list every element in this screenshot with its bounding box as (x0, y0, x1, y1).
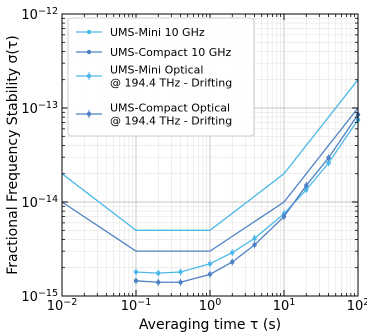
y-tick-label: 10−13 (21, 100, 58, 117)
legend-label-1: UMS-Mini 10 GHz (110, 26, 205, 39)
series-3-point (326, 160, 331, 166)
series-4-point (178, 280, 183, 285)
series-3-point (207, 261, 213, 267)
series-line-1 (61, 79, 359, 231)
series-4-point (326, 155, 331, 161)
series-4-point (281, 214, 287, 219)
legend-label-2: UMS-Compact 10 GHz (110, 46, 231, 59)
series-3-point (133, 269, 139, 275)
series-4-point (156, 280, 161, 285)
series-4-point (252, 242, 257, 248)
legend-label-3: UMS-Mini Optical @ 194.4 THz - Drifting (110, 64, 232, 90)
x-tick-label: 10−2 (47, 297, 78, 314)
series-4-point (133, 278, 139, 284)
series-line-2 (61, 107, 359, 252)
y-axis-label: Fractional Frequency Stability σ(τ) (5, 35, 21, 275)
x-tick-label: 102 (347, 297, 367, 314)
series-3-point (156, 270, 161, 276)
legend-marker-1 (86, 29, 92, 35)
series-3-point (230, 250, 235, 255)
series-3-point (252, 236, 257, 241)
series-4-point (207, 272, 213, 277)
legend-marker-2 (86, 49, 92, 55)
series-line-3 (135, 119, 359, 274)
legend-box (67, 17, 255, 137)
x-tick-label: 10−1 (121, 297, 152, 314)
x-axis-label: Averaging time τ (s) (139, 317, 281, 333)
series-4-point (304, 183, 309, 188)
legend-marker-3 (86, 73, 92, 79)
legend-marker-4 (86, 111, 92, 117)
x-tick-label: 100 (199, 297, 222, 314)
y-tick-label: 10−15 (21, 288, 58, 305)
y-tick-label: 10−12 (21, 6, 58, 23)
legend-label-4: UMS-Compact Optical @ 194.4 THz - Driftin… (110, 102, 232, 128)
y-tick-label: 10−14 (21, 194, 58, 211)
series-4-point (230, 259, 235, 265)
series-line-4 (135, 114, 359, 283)
x-tick-label: 101 (273, 297, 296, 314)
series-3-point (304, 187, 309, 192)
series-3-point (178, 269, 183, 275)
